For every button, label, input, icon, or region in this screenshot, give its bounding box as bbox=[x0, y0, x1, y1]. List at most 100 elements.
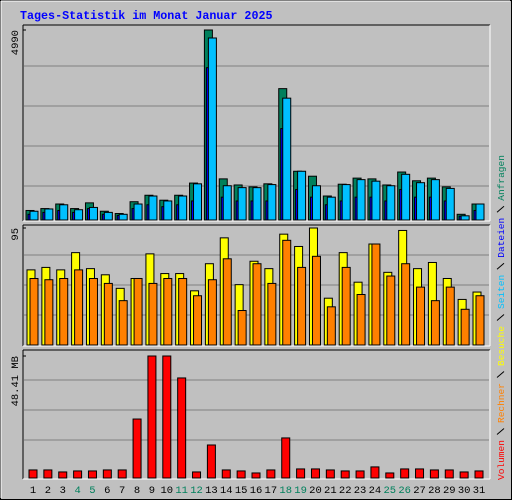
bar bbox=[148, 282, 158, 346]
bar bbox=[193, 295, 203, 346]
bar bbox=[311, 185, 321, 221]
bar bbox=[59, 204, 69, 221]
bar bbox=[311, 255, 321, 346]
x-tick-label: 22 bbox=[339, 485, 352, 497]
bar bbox=[430, 179, 440, 221]
bar bbox=[341, 184, 351, 221]
bar bbox=[297, 266, 307, 346]
bar bbox=[237, 187, 247, 221]
bar bbox=[356, 179, 366, 221]
bar bbox=[44, 279, 54, 346]
legend-separator bbox=[496, 262, 505, 270]
x-tick-label: 28 bbox=[428, 485, 441, 497]
x-tick-label: 29 bbox=[443, 485, 456, 497]
bar bbox=[429, 469, 439, 479]
bar bbox=[252, 187, 262, 221]
bar bbox=[474, 470, 484, 479]
bar bbox=[460, 215, 470, 221]
bar bbox=[29, 277, 39, 346]
bar bbox=[236, 470, 246, 479]
bar bbox=[251, 472, 261, 479]
bar bbox=[475, 203, 485, 221]
x-tick-label: 14 bbox=[220, 485, 233, 497]
x-tick-label: 10 bbox=[160, 485, 173, 497]
bar bbox=[281, 437, 291, 479]
bar bbox=[162, 355, 172, 479]
bar bbox=[444, 469, 454, 479]
bar bbox=[371, 180, 381, 221]
bar bbox=[282, 239, 292, 346]
bar bbox=[178, 195, 188, 221]
bar bbox=[401, 263, 411, 346]
bar bbox=[207, 279, 217, 346]
bar bbox=[341, 266, 351, 346]
bar bbox=[87, 470, 97, 479]
x-tick-label: 7 bbox=[119, 485, 125, 497]
bar bbox=[147, 355, 157, 479]
bar bbox=[44, 208, 54, 221]
bar bbox=[445, 187, 455, 221]
chart-title: Tages-Statistik im Monat Januar 2025 bbox=[20, 9, 273, 23]
x-tick-label: 5 bbox=[89, 485, 95, 497]
bar bbox=[252, 263, 262, 346]
y-tick-label: 48.41 MB bbox=[10, 356, 22, 406]
bar bbox=[459, 471, 469, 479]
x-tick-label: 18 bbox=[279, 485, 292, 497]
bar bbox=[430, 300, 440, 346]
bar bbox=[475, 295, 485, 346]
bar bbox=[88, 277, 98, 346]
bar bbox=[74, 209, 84, 221]
bar bbox=[163, 277, 173, 346]
bar bbox=[206, 444, 216, 479]
bar bbox=[416, 182, 426, 221]
x-tick-label: 1 bbox=[30, 485, 36, 497]
bar bbox=[340, 470, 350, 479]
bar bbox=[282, 97, 292, 221]
bar bbox=[325, 469, 335, 479]
bar bbox=[58, 471, 68, 479]
bar bbox=[416, 286, 426, 346]
legend-entry: Rechner bbox=[496, 383, 507, 423]
bar bbox=[386, 275, 396, 346]
bar bbox=[267, 184, 277, 221]
bar bbox=[356, 294, 366, 346]
bar bbox=[460, 308, 470, 346]
bar bbox=[133, 277, 143, 346]
bar bbox=[267, 282, 277, 346]
bar bbox=[102, 469, 112, 479]
legend-separator bbox=[496, 371, 505, 378]
x-tick-label: 4 bbox=[74, 485, 80, 497]
bar bbox=[207, 37, 217, 221]
legend-entry: Dateien bbox=[496, 218, 507, 258]
legend-separator bbox=[496, 428, 505, 435]
y-tick-label: 95 bbox=[10, 228, 22, 241]
bar bbox=[445, 286, 455, 346]
bar bbox=[221, 469, 231, 479]
x-tick-label: 26 bbox=[398, 485, 411, 497]
x-tick-label: 27 bbox=[413, 485, 426, 497]
bar bbox=[118, 213, 128, 221]
bar bbox=[415, 468, 425, 479]
panel bbox=[23, 350, 490, 479]
legend-separator bbox=[496, 314, 505, 321]
x-tick-label: 20 bbox=[309, 485, 322, 497]
x-tick-label: 2 bbox=[45, 485, 51, 497]
legend-separator bbox=[496, 205, 505, 213]
bar bbox=[73, 470, 83, 479]
bar bbox=[222, 185, 232, 221]
bar bbox=[371, 243, 381, 346]
x-tick-label: 13 bbox=[205, 485, 218, 497]
bar bbox=[163, 200, 173, 221]
x-tick-label: 9 bbox=[149, 485, 155, 497]
x-tick-label: 11 bbox=[175, 485, 188, 497]
bar bbox=[29, 210, 39, 221]
bar bbox=[386, 185, 396, 221]
bar bbox=[43, 469, 53, 479]
y-tick-label: 4990 bbox=[10, 30, 22, 55]
x-tick-label: 30 bbox=[458, 485, 471, 497]
bar bbox=[88, 206, 98, 221]
bar bbox=[370, 466, 380, 479]
bar bbox=[326, 196, 336, 221]
bar bbox=[237, 310, 247, 346]
x-tick-label: 25 bbox=[383, 485, 396, 497]
